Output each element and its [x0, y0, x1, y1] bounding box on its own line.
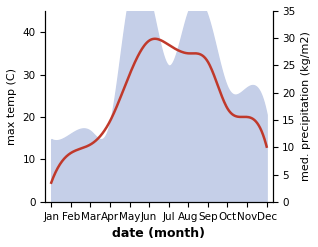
Y-axis label: med. precipitation (kg/m2): med. precipitation (kg/m2)	[301, 31, 311, 181]
X-axis label: date (month): date (month)	[113, 227, 205, 240]
Y-axis label: max temp (C): max temp (C)	[7, 68, 17, 145]
